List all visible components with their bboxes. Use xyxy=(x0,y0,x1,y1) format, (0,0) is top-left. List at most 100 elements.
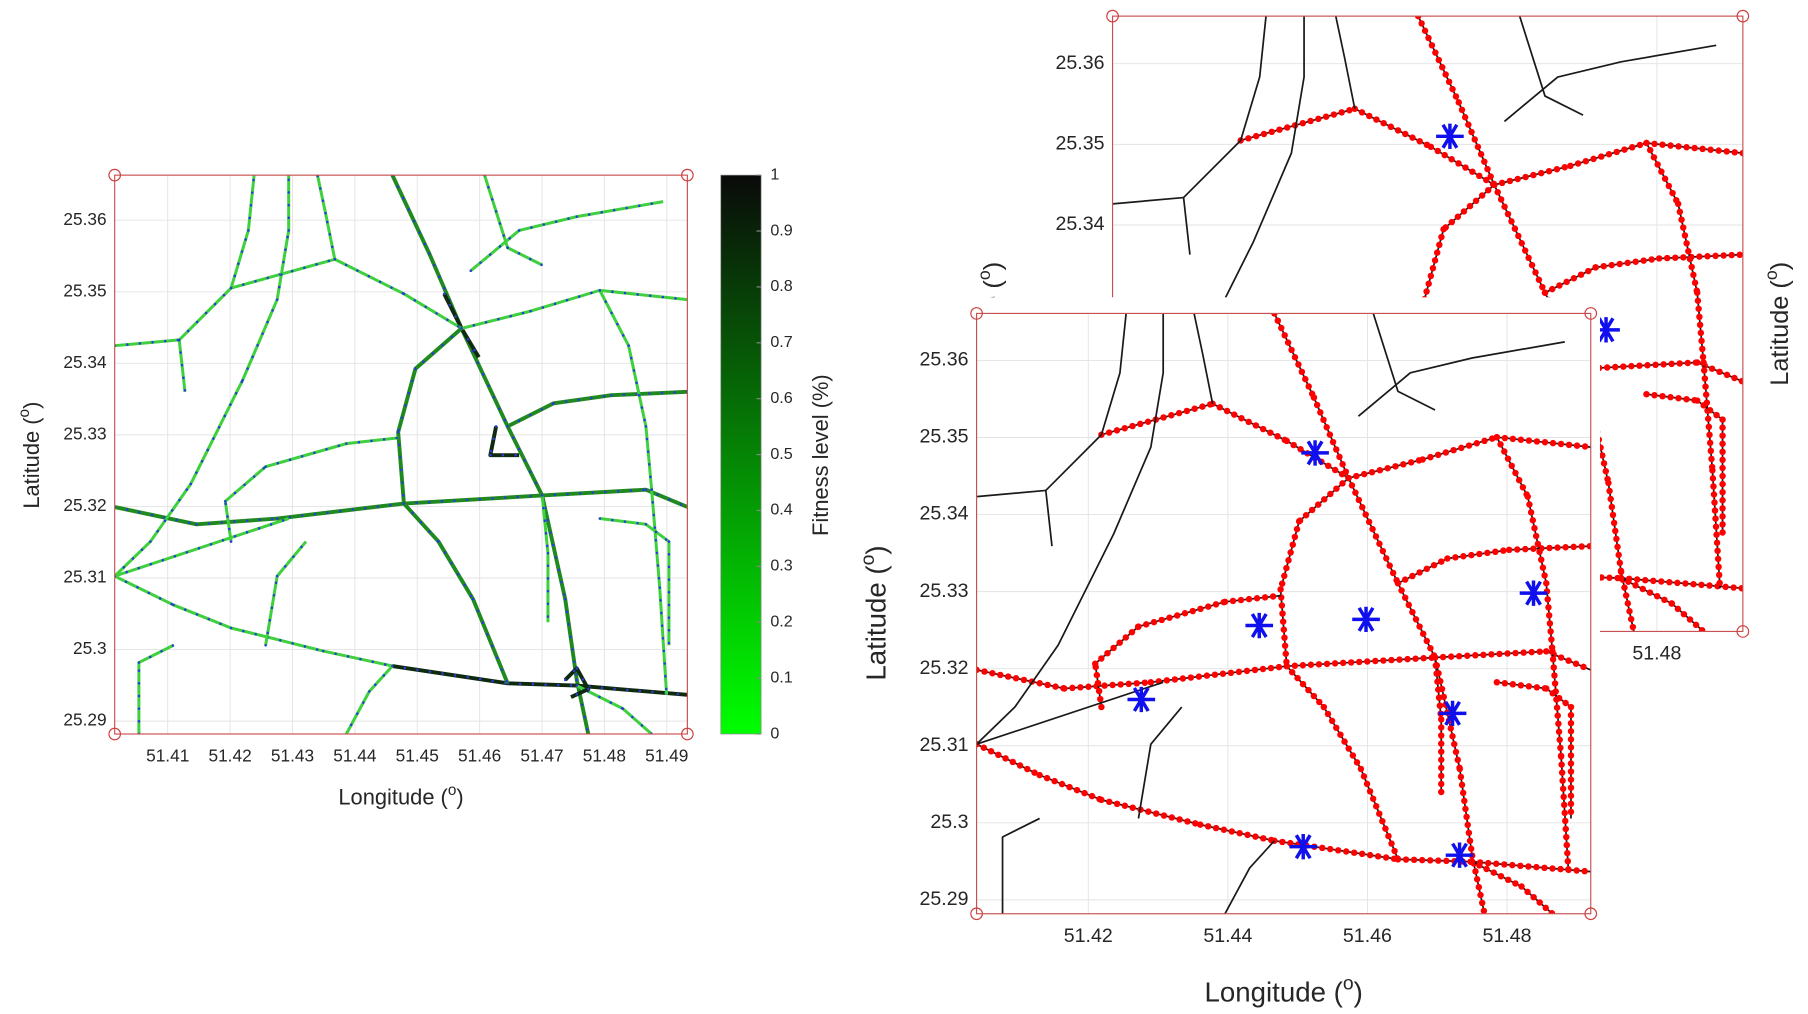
route-dot xyxy=(1117,681,1123,687)
route-dot xyxy=(1441,152,1447,158)
road-node xyxy=(649,294,652,297)
road-node xyxy=(402,494,405,497)
route-dot xyxy=(1605,480,1611,486)
route-dot xyxy=(1164,677,1170,683)
route-dot xyxy=(1603,468,1609,474)
road-node xyxy=(151,514,154,517)
route-dot xyxy=(1190,608,1196,614)
route-dot xyxy=(1585,268,1591,274)
road-node xyxy=(627,344,630,347)
road-node xyxy=(322,650,325,653)
route-dot xyxy=(1077,684,1083,690)
route-dot xyxy=(1483,177,1489,183)
route-dot xyxy=(1522,247,1528,253)
route-dot xyxy=(1472,136,1478,142)
route-dot xyxy=(1395,580,1401,586)
road-node xyxy=(424,306,427,309)
route-dot xyxy=(1013,675,1019,681)
road-node xyxy=(547,564,550,567)
road-node xyxy=(184,389,187,392)
road-node xyxy=(504,496,507,499)
road-node xyxy=(663,650,666,653)
label-text: Longitude ( xyxy=(1205,977,1344,1008)
route-dot xyxy=(1568,793,1574,799)
road-node xyxy=(138,695,141,698)
road-node xyxy=(314,513,317,516)
road-node xyxy=(401,481,404,484)
route-dot xyxy=(1392,463,1398,469)
route-dot xyxy=(1262,594,1268,600)
road-node xyxy=(319,187,322,190)
y-tick-label: 25.34 xyxy=(1055,213,1104,235)
x-tick-label: 51.47 xyxy=(520,746,563,766)
route-dot xyxy=(1406,602,1412,608)
route-dot xyxy=(1453,749,1459,755)
road-node xyxy=(479,678,482,681)
route-dot xyxy=(1321,704,1327,710)
route-dot xyxy=(1534,438,1540,444)
route-dot xyxy=(1061,685,1067,691)
route-dot xyxy=(1739,378,1745,384)
route-dot xyxy=(1351,849,1357,855)
road-node xyxy=(680,503,683,506)
road-node xyxy=(631,716,634,719)
road-node xyxy=(151,341,154,344)
road-node xyxy=(188,521,191,524)
route-dot xyxy=(1546,612,1552,618)
road-node xyxy=(205,312,208,315)
route-dot xyxy=(1269,129,1275,135)
route-dot xyxy=(1698,330,1704,336)
route-dot xyxy=(1315,501,1321,507)
route-dot xyxy=(1287,549,1293,555)
route-dot xyxy=(1601,460,1607,466)
route-dot xyxy=(1311,394,1317,400)
route-dot xyxy=(988,748,994,754)
road-node xyxy=(282,261,285,264)
road-node xyxy=(609,701,612,704)
road-node xyxy=(668,629,671,632)
route-dot xyxy=(1101,682,1107,688)
road-node xyxy=(271,518,274,521)
route-dot xyxy=(1455,160,1461,166)
road-node xyxy=(413,220,416,223)
road-node xyxy=(237,263,240,266)
route-dot xyxy=(1640,586,1646,592)
route-dot xyxy=(1420,631,1426,637)
road-node xyxy=(316,648,319,651)
route-dot xyxy=(1707,440,1713,446)
road-node xyxy=(489,253,492,256)
route-dot xyxy=(1702,383,1708,389)
route-dot xyxy=(1380,657,1386,663)
route-dot xyxy=(1543,580,1549,586)
route-dot xyxy=(1142,679,1148,685)
label-text: Longitude ( xyxy=(338,784,448,809)
road-node xyxy=(622,334,625,337)
road-node xyxy=(668,642,671,645)
road-node xyxy=(398,443,401,446)
road-node xyxy=(138,511,141,514)
route-dot xyxy=(1292,662,1298,668)
route-dot xyxy=(1395,127,1401,133)
route-dot xyxy=(1609,504,1615,510)
route-dot xyxy=(1438,757,1444,763)
route-dot xyxy=(1488,651,1494,657)
route-dot xyxy=(1618,569,1624,575)
route-dot xyxy=(1568,736,1574,742)
route-dot xyxy=(1051,778,1057,784)
route-dot xyxy=(1438,740,1444,746)
route-dot xyxy=(1213,601,1219,607)
route-dot xyxy=(1095,680,1101,686)
road-node xyxy=(138,661,141,664)
road-node xyxy=(149,540,152,543)
route-dot xyxy=(1424,638,1430,644)
route-dot xyxy=(1081,790,1087,796)
road-node xyxy=(326,511,329,514)
route-dot xyxy=(1479,900,1485,906)
road-node xyxy=(453,499,456,502)
route-dot xyxy=(1690,581,1696,587)
route-dot xyxy=(1370,796,1376,802)
road-node xyxy=(450,562,453,565)
road-node xyxy=(284,565,287,568)
road-node xyxy=(451,335,454,338)
route-dot xyxy=(1394,855,1400,861)
